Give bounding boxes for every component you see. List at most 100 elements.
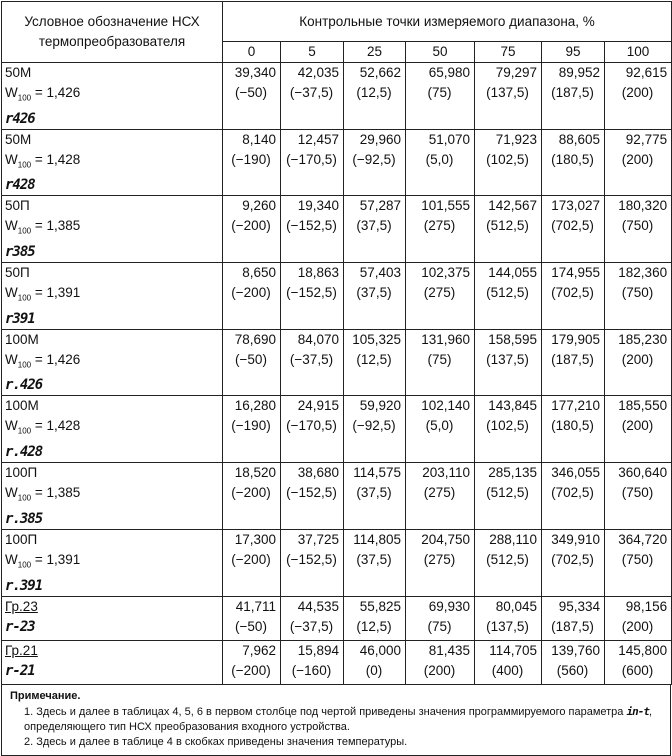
value-cell: 8,140 (−190): [222, 128, 281, 197]
temperature-value: (200): [621, 151, 654, 167]
resistance-value: 24,915: [297, 398, 339, 414]
sensor-name: 50П: [5, 198, 30, 214]
data-row: 100М W100 = 1,428 r.428 16,280 (−190) 24,915 (…: [1, 395, 672, 464]
value-cell: 180,320 (750): [603, 195, 672, 264]
resistance-value: 145,800: [618, 642, 668, 658]
data-row: 50П W100 = 1,391 r391 8,650 (−200) 18,863 (−15…: [1, 262, 672, 330]
point-header: 75: [474, 41, 542, 63]
w-value: = 1,391: [34, 551, 81, 567]
point-header: 100: [603, 41, 672, 63]
resistance-value: 15,894: [297, 642, 339, 658]
value-cell: 84,070 (−37,5): [280, 328, 344, 397]
w-coefficient: W100 = 1,391: [5, 550, 219, 576]
data-row: Гр.23 r-23 41,711 (−50) 44,535 (−37,5) 55,825 (…: [1, 595, 672, 641]
resistance-value: 364,720: [618, 531, 668, 547]
resistance-value: 65,980: [428, 65, 470, 80]
parameter-code: r-23: [5, 618, 36, 635]
temperature-value: (37,5): [356, 218, 392, 234]
temperature-value: (180,5): [551, 418, 594, 434]
value-cell: 346,055 (702,5): [541, 462, 605, 530]
temperature-value: (137,5): [486, 85, 529, 100]
value-cell: 177,210 (180,5): [541, 395, 605, 464]
w-symbol: W: [5, 85, 18, 100]
designation-cell: 50П W100 = 1,391 r391: [1, 262, 223, 330]
w-coefficient: W100 = 1,428: [5, 416, 219, 442]
temperature-value: (200): [621, 418, 654, 434]
temperature-value: (−170,5): [286, 418, 337, 434]
value-cell: 105,325 (12,5): [343, 328, 406, 397]
resistance-value: 57,403: [359, 265, 401, 281]
w-coefficient: W100 = 1,428: [5, 150, 219, 176]
resistance-value: 17,300: [234, 531, 276, 547]
value-cell: 57,403 (37,5): [343, 262, 406, 330]
temperature-value: (−152,5): [286, 285, 337, 301]
resistance-value: 114,805: [353, 531, 401, 547]
value-cell: 42,035 (−37,5): [280, 62, 344, 130]
designation-cell: 100М W100 = 1,428 r.428: [1, 395, 223, 464]
temperature-value: (−190): [231, 418, 271, 434]
notes-title: Примечание.: [10, 689, 81, 702]
temperature-value: (−152,5): [286, 218, 337, 234]
value-cell: 349,910 (702,5): [541, 528, 605, 597]
w-subscript: 100: [17, 227, 32, 237]
temperature-value: (275): [423, 218, 456, 234]
w-coefficient: W100 = 1,391: [5, 283, 219, 309]
w-value: = 1,391: [34, 285, 81, 301]
parameter-code: r.385: [5, 510, 43, 527]
temperature-value: (512,5): [486, 285, 529, 301]
w-symbol: W: [5, 218, 18, 234]
resistance-value: 41,711: [235, 598, 276, 614]
notes: Примечание. 1. Здесь и далее в таблицах …: [1, 684, 671, 756]
resistance-value: 78,690: [234, 331, 276, 347]
resistance-value: 18,863: [297, 265, 339, 281]
w-symbol: W: [5, 551, 18, 567]
temperature-value: (512,5): [486, 485, 529, 501]
resistance-value: 8,650: [242, 265, 276, 281]
data-row: 50П W100 = 1,385 r385 9,260 (−200) 19,340 (−15…: [1, 195, 672, 264]
value-cell: 18,863 (−152,5): [280, 262, 344, 330]
note-1: 1. Здесь и далее в таблицах 4, 5, 6 в пе…: [10, 704, 662, 735]
resistance-value: 114,575: [353, 465, 401, 481]
temperature-value: (5,0): [425, 151, 454, 167]
temperature-value: (600): [621, 662, 654, 678]
value-cell: 8,650 (−200): [222, 262, 281, 330]
value-cell: 38,680 (−152,5): [280, 462, 344, 530]
designation-cell: 100П W100 = 1,385 r.385: [1, 462, 223, 530]
value-cell: 57,287 (37,5): [343, 195, 406, 264]
value-cell: 158,595 (137,5): [474, 328, 542, 397]
value-cell: 51,070 (5,0): [405, 128, 475, 197]
resistance-value: 92,775: [625, 131, 668, 147]
temperature-value: (−92,5): [352, 151, 396, 167]
value-cell: 17,300 (−200): [222, 528, 281, 597]
resistance-value: 185,550: [618, 398, 668, 414]
resistance-value: 203,110: [422, 465, 470, 481]
resistance-value: 142,567: [488, 198, 537, 214]
resistance-value: 8,140: [242, 131, 276, 147]
value-cell: 80,045 (137,5): [474, 595, 542, 641]
value-cell: 360,640 (750): [603, 462, 672, 530]
note-code: in-t: [626, 704, 649, 718]
resistance-value: 177,210: [551, 398, 600, 414]
temperature-value: (−152,5): [286, 485, 337, 501]
temperature-value: (702,5): [551, 485, 594, 501]
note-text: 1. Здесь и далее в таблицах 4, 5, 6 в пе…: [24, 705, 624, 718]
resistance-value: 71,923: [495, 131, 537, 147]
value-cell: 139,760 (560): [541, 639, 605, 685]
temperature-value: (512,5): [486, 218, 529, 234]
resistance-value: 55,825: [359, 598, 401, 614]
value-cell: 101,555 (275): [405, 195, 475, 264]
value-cell: 29,960 (−92,5): [343, 128, 406, 197]
value-cell: 39,340 (−50): [222, 62, 281, 130]
resistance-value: 346,055: [551, 465, 600, 481]
temperature-value: (702,5): [551, 218, 594, 234]
temperature-value: (512,5): [486, 551, 529, 567]
value-cell: 285,135 (512,5): [474, 462, 542, 530]
temperature-value: (702,5): [551, 551, 594, 567]
resistance-value: 105,325: [352, 331, 401, 347]
value-cell: 185,550 (200): [603, 395, 672, 464]
temperature-value: (37,5): [356, 551, 392, 567]
w-coefficient: W100 = 1,426: [5, 350, 219, 376]
temperature-value: (−37,5): [289, 85, 334, 100]
sensor-name: 50М: [5, 131, 32, 147]
